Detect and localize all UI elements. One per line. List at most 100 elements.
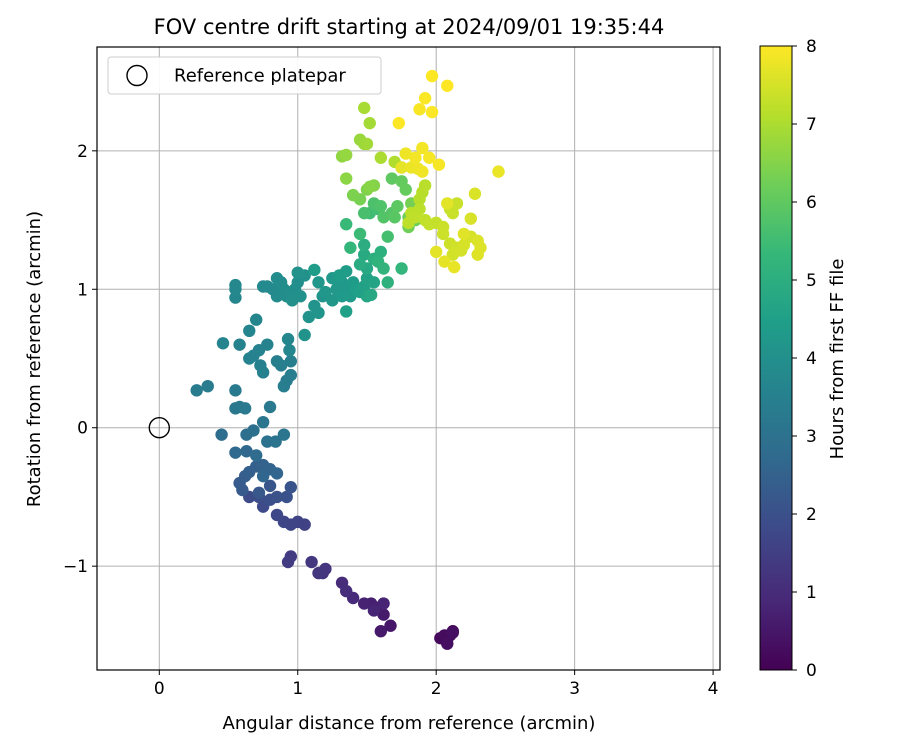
data-point [340, 218, 353, 231]
y-tick-label: −1 [63, 557, 88, 577]
data-point [340, 305, 353, 318]
data-point [441, 79, 454, 92]
data-point [384, 619, 397, 632]
data-point [492, 165, 505, 178]
data-point [281, 332, 295, 346]
data-point [284, 481, 298, 494]
data-point [269, 435, 282, 448]
data-point [294, 290, 307, 303]
data-point [367, 276, 381, 289]
data-point [312, 276, 325, 289]
data-point [229, 384, 242, 397]
data-point [446, 626, 460, 639]
data-point [256, 415, 270, 429]
colorbar-tick-label: 7 [806, 115, 817, 135]
data-point [261, 338, 274, 351]
data-point [432, 158, 446, 171]
data-point [243, 324, 256, 338]
data-point [254, 359, 267, 372]
legend-label: Reference platepar [174, 66, 346, 87]
data-point [381, 276, 394, 289]
data-point [418, 179, 432, 192]
data-point [305, 555, 318, 569]
colorbar-tick-label: 1 [806, 583, 817, 603]
x-axis-label: Angular distance from reference (arcmin) [223, 713, 596, 734]
data-point [360, 137, 374, 151]
data-point [312, 566, 325, 580]
data-point [441, 197, 454, 210]
colorbar-tick-label: 8 [806, 37, 817, 57]
data-point [284, 355, 298, 368]
x-tick-label: 2 [431, 679, 442, 699]
colorbar-tick-label: 4 [806, 349, 817, 369]
data-point [381, 230, 394, 243]
data-point [409, 211, 422, 224]
data-point [468, 187, 482, 200]
legend-box [107, 56, 382, 95]
data-point [367, 604, 381, 617]
reference-platepar-marker [148, 417, 171, 439]
data-point [252, 486, 266, 499]
data-point [346, 188, 360, 202]
y-tick-label: 2 [77, 142, 88, 162]
data-point [395, 262, 408, 275]
data-point [247, 424, 260, 437]
data-point [277, 428, 291, 441]
data-point [357, 101, 371, 115]
data-point [263, 479, 277, 493]
x-tick-label: 1 [292, 679, 303, 699]
reference-marker [148, 417, 171, 439]
data-point [391, 200, 404, 213]
data-point [377, 597, 390, 610]
data-point [441, 637, 454, 650]
colorbar-label: Hours from first FF file [827, 259, 848, 460]
data-point [250, 313, 263, 326]
data-point [250, 449, 263, 462]
data-point [457, 238, 471, 252]
data-point [263, 400, 277, 414]
data-point [385, 172, 399, 185]
data-point [190, 384, 203, 397]
data-point [446, 206, 460, 220]
data-point [392, 116, 406, 130]
data-point [340, 172, 353, 185]
data-point [377, 262, 390, 275]
data-point [357, 206, 371, 220]
data-point [302, 310, 316, 324]
data-point [388, 211, 401, 224]
data-point [471, 248, 484, 261]
x-tick-label: 0 [154, 679, 165, 699]
data-point [416, 165, 429, 178]
colorbar-tick-label: 6 [806, 193, 817, 213]
data-point [270, 508, 284, 522]
data-point [357, 597, 371, 610]
data-point [238, 402, 252, 415]
grid [97, 47, 720, 670]
data-point [357, 248, 371, 261]
colorbar-tick-label: 5 [806, 271, 817, 291]
data-point [229, 446, 242, 459]
data-point [326, 294, 339, 307]
data-point [344, 241, 357, 254]
data-point [353, 258, 367, 271]
data-point [413, 103, 426, 116]
data-point [399, 147, 412, 160]
data-point [201, 379, 214, 393]
data-point [270, 355, 284, 368]
legend-marker-open-circle [126, 64, 148, 87]
data-point [280, 490, 293, 504]
data-point [409, 151, 422, 164]
data-point [374, 200, 388, 213]
data-point [450, 197, 464, 210]
legend: Reference platepar [107, 56, 382, 95]
data-point [340, 584, 353, 598]
data-point [374, 625, 388, 638]
y-tick-label: 1 [77, 280, 88, 300]
colorbar-axis: 0 1 2 3 4 5 6 7 8 [792, 37, 817, 681]
data-point [281, 555, 295, 569]
data-point [283, 343, 296, 357]
data-point [374, 245, 388, 259]
data-point [436, 227, 450, 241]
data-point [308, 263, 321, 277]
